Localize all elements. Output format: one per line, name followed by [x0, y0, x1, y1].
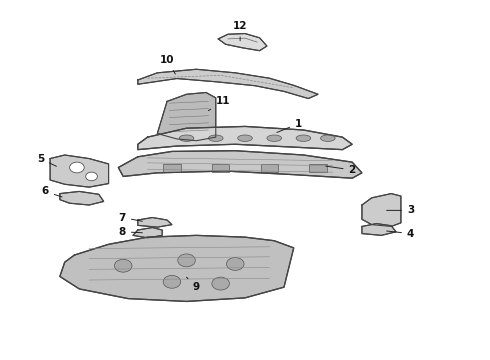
Text: 5: 5 — [37, 154, 56, 166]
Text: 7: 7 — [119, 212, 143, 222]
Circle shape — [212, 277, 229, 290]
Polygon shape — [133, 228, 162, 238]
Ellipse shape — [296, 135, 311, 141]
Circle shape — [70, 162, 84, 173]
Polygon shape — [118, 151, 362, 178]
Circle shape — [115, 259, 132, 272]
Text: 1: 1 — [277, 118, 302, 132]
Polygon shape — [138, 217, 172, 227]
Polygon shape — [362, 194, 401, 226]
Ellipse shape — [238, 135, 252, 141]
Polygon shape — [138, 126, 352, 150]
Circle shape — [178, 254, 196, 267]
Polygon shape — [362, 224, 396, 235]
Bar — [309, 164, 327, 172]
Text: 8: 8 — [119, 227, 142, 237]
Text: 9: 9 — [187, 277, 200, 292]
Ellipse shape — [267, 135, 282, 141]
Text: 12: 12 — [233, 21, 247, 41]
Circle shape — [163, 275, 181, 288]
Text: 6: 6 — [42, 186, 62, 197]
Polygon shape — [60, 235, 294, 301]
Polygon shape — [218, 33, 267, 51]
Text: 11: 11 — [208, 96, 230, 111]
Polygon shape — [138, 69, 318, 99]
Bar — [163, 164, 181, 172]
Text: 10: 10 — [160, 55, 175, 74]
Circle shape — [226, 257, 244, 270]
Polygon shape — [50, 155, 109, 187]
Polygon shape — [157, 93, 216, 141]
Circle shape — [86, 172, 98, 181]
Ellipse shape — [208, 135, 223, 141]
Polygon shape — [60, 192, 104, 205]
Text: 2: 2 — [326, 165, 356, 175]
Ellipse shape — [320, 135, 335, 141]
Bar — [212, 164, 229, 172]
Bar — [261, 164, 278, 172]
Text: 3: 3 — [387, 205, 414, 215]
Text: 4: 4 — [387, 229, 415, 239]
Ellipse shape — [179, 135, 194, 141]
